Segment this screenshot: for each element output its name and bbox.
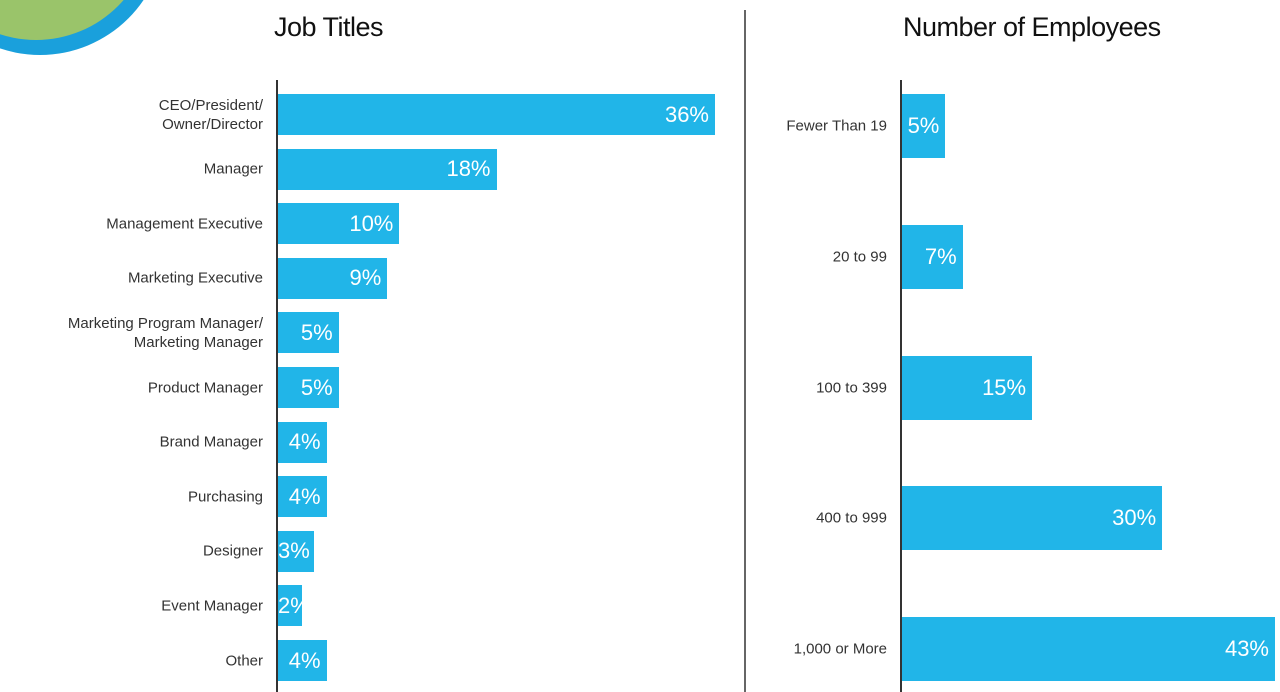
value-label: 9% <box>349 265 382 291</box>
value-label: 4% <box>288 429 321 455</box>
bar <box>278 585 303 627</box>
category-label: Other <box>225 652 263 669</box>
value-label: 15% <box>982 374 1027 400</box>
value-label: 4% <box>288 483 321 509</box>
chart-title: Number of Employees <box>903 12 1161 42</box>
category-label: Designer <box>202 542 263 560</box>
category-label: Brand Manager <box>159 433 263 451</box>
category-label: Management Executive <box>106 215 263 233</box>
bar <box>278 203 400 245</box>
bar <box>278 312 339 354</box>
divider <box>744 10 746 692</box>
category-label: 400 to 999 <box>816 509 887 527</box>
category-label: Fewer Than 19 <box>786 117 887 135</box>
chart-title: Job Titles <box>274 12 384 42</box>
bar <box>278 421 327 463</box>
category-label: Product Manager <box>147 379 263 396</box>
bar <box>902 94 946 158</box>
category-label: 20 to 99 <box>832 248 887 266</box>
value-label: 3% <box>278 538 310 564</box>
category-label: Manager <box>203 160 263 178</box>
category-label: 1,000 or More <box>793 640 887 658</box>
value-label: 30% <box>1112 505 1157 531</box>
decoration <box>0 0 144 55</box>
category-label: Purchasing <box>187 488 263 506</box>
bar <box>902 486 1163 551</box>
value-label: 7% <box>924 243 957 269</box>
value-label: 18% <box>446 156 491 182</box>
decoration-circle <box>0 0 124 40</box>
category-label: CEO/President/ Owner/Director <box>158 96 263 133</box>
bar <box>278 148 497 190</box>
value-label: 43% <box>1224 636 1269 662</box>
bar <box>902 224 963 289</box>
bar <box>902 617 1275 682</box>
category-label: Marketing Executive <box>127 269 263 287</box>
category-label: Event Manager <box>161 597 263 615</box>
bar <box>278 94 715 135</box>
value-label: 36% <box>664 101 709 127</box>
bar <box>278 367 339 408</box>
bar <box>278 257 388 299</box>
axis-line <box>276 80 278 692</box>
category-label: Marketing Program Manager/ Marketing Man… <box>67 314 263 351</box>
bar <box>278 530 315 572</box>
bar <box>278 640 327 681</box>
value-label: 2% <box>278 592 310 618</box>
bar <box>902 355 1033 420</box>
bar <box>278 476 327 518</box>
category-label: 100 to 399 <box>816 379 887 397</box>
value-label: 4% <box>288 647 321 673</box>
value-label: 5% <box>907 113 940 138</box>
value-label: 5% <box>300 319 333 345</box>
axis-line <box>900 80 902 692</box>
value-label: 5% <box>300 374 333 400</box>
value-label: 10% <box>349 210 394 236</box>
